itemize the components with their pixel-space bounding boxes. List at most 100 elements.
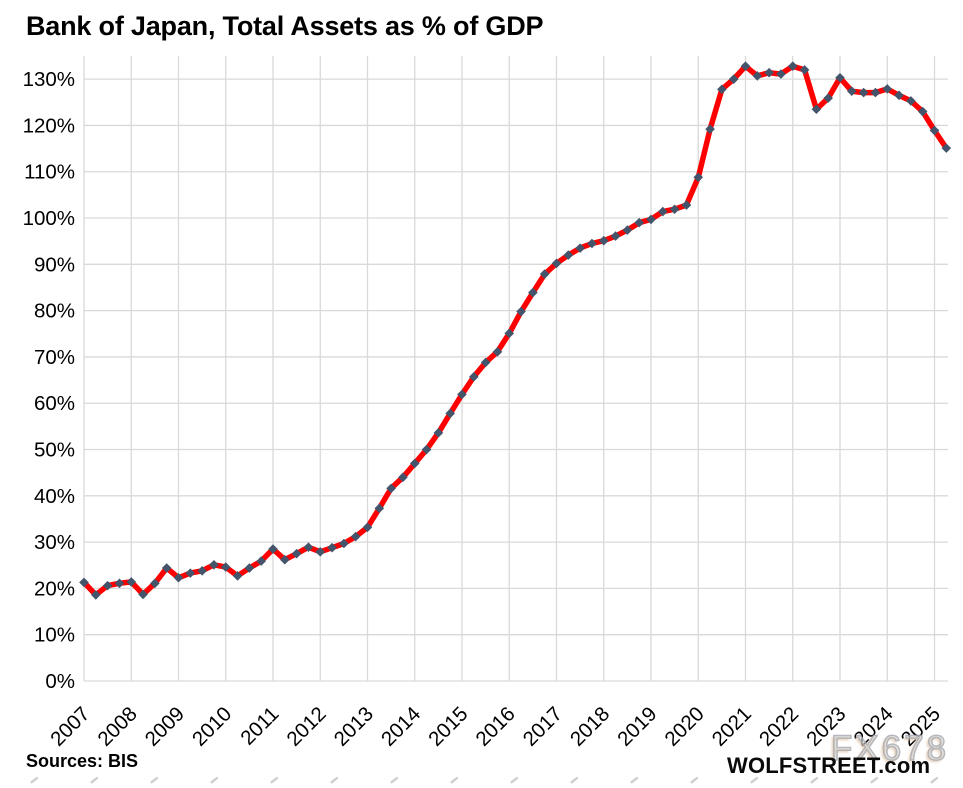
data-point-marker — [740, 61, 751, 71]
data-point-marker — [339, 538, 349, 549]
data-point-marker — [835, 72, 845, 83]
data-point-marker — [705, 124, 715, 134]
x-tick-label: 2021 — [708, 702, 757, 751]
data-point-marker — [150, 578, 160, 589]
data-point-marker — [575, 243, 585, 253]
data-point-marker — [929, 125, 940, 136]
data-point-marker — [244, 563, 255, 573]
data-point-marker — [894, 90, 904, 101]
data-point-marker — [173, 572, 184, 583]
data-point-marker — [693, 172, 704, 183]
data-point-marker — [220, 562, 231, 572]
data-point-marker — [882, 84, 893, 94]
data-point-marker — [197, 566, 207, 576]
data-point-marker — [469, 372, 479, 382]
data-point-marker — [539, 269, 550, 279]
bottom-tick-decor — [390, 776, 399, 784]
x-tick-label: 2015 — [424, 702, 473, 751]
bottom-tick-decor — [210, 776, 219, 784]
bottom-tick-decor — [510, 776, 519, 784]
y-tick-label: 50% — [34, 439, 75, 462]
source-note: Sources: BIS — [26, 751, 139, 771]
x-tick-label: 2014 — [377, 702, 426, 751]
y-tick-label: 20% — [34, 577, 75, 600]
data-point-marker — [598, 235, 609, 246]
y-tick-label: 110% — [24, 161, 75, 184]
bottom-tick-decor — [750, 776, 759, 784]
x-tick-label: 2012 — [282, 702, 331, 751]
data-point-marker — [398, 472, 408, 483]
data-point-marker — [776, 69, 786, 79]
data-point-marker — [870, 87, 881, 98]
bottom-tick-decor — [630, 776, 639, 784]
x-tick-label: 2017 — [519, 702, 568, 751]
data-point-marker — [421, 444, 432, 455]
x-tick-label: 2022 — [755, 702, 804, 751]
y-tick-label: 130% — [23, 68, 75, 91]
data-point-marker — [374, 503, 385, 514]
data-point-marker — [658, 206, 668, 217]
bottom-tick-decor — [450, 776, 459, 784]
data-point-marker — [717, 84, 727, 95]
brand-wolfstreet: WOLFSTREET.com — [727, 753, 931, 778]
data-point-marker — [209, 559, 219, 570]
x-tick-label: 2009 — [141, 702, 190, 751]
data-point-marker — [433, 428, 444, 438]
data-point-marker — [232, 571, 243, 581]
data-point-marker — [787, 61, 798, 71]
data-point-marker — [268, 544, 278, 554]
bottom-tick-decor — [570, 776, 579, 784]
x-tick-label: 2010 — [188, 702, 237, 751]
bottom-tick-decor — [930, 776, 939, 784]
y-tick-label: 60% — [34, 392, 75, 415]
x-tick-label: 2007 — [46, 702, 95, 751]
y-tick-label: 40% — [34, 485, 75, 508]
y-tick-label: 30% — [34, 531, 75, 554]
data-point-marker — [291, 548, 302, 559]
bottom-tick-decor — [90, 776, 99, 784]
data-point-marker — [528, 287, 538, 298]
data-point-marker — [917, 106, 928, 117]
data-point-marker — [634, 217, 644, 228]
x-tick-label: 2011 — [236, 702, 283, 749]
data-point-marker — [823, 93, 833, 103]
data-point-marker — [906, 96, 916, 106]
data-point-marker — [457, 389, 467, 400]
x-tick-label: 2013 — [330, 702, 379, 751]
series-line — [81, 63, 950, 598]
y-tick-label: 90% — [34, 253, 75, 276]
data-point-marker — [161, 563, 172, 573]
data-point-marker — [126, 577, 137, 587]
data-point-marker — [847, 86, 857, 96]
data-point-marker — [114, 578, 125, 589]
data-point-marker — [551, 258, 562, 269]
data-point-marker — [138, 589, 148, 600]
data-point-marker — [728, 74, 739, 84]
data-point-marker — [587, 238, 597, 249]
data-point-marker — [764, 67, 774, 78]
data-point-marker — [256, 556, 266, 566]
data-point-marker — [386, 483, 396, 494]
data-point-marker — [811, 104, 822, 115]
data-point-marker — [280, 554, 290, 565]
data-point-marker — [350, 531, 361, 542]
data-point-marker — [91, 590, 101, 600]
data-point-marker — [492, 347, 503, 357]
data-point-marker — [858, 87, 869, 98]
bottom-tick-decor — [330, 776, 339, 784]
data-point-marker — [610, 231, 621, 241]
data-point-marker — [646, 214, 656, 225]
data-point-marker — [185, 568, 196, 578]
data-point-marker — [941, 143, 952, 153]
x-tick-label: 2016 — [471, 702, 520, 751]
data-point-marker — [799, 65, 810, 75]
data-point-marker — [563, 250, 574, 260]
data-point-marker — [681, 200, 692, 210]
y-tick-label: 0% — [45, 670, 75, 693]
data-point-marker — [315, 547, 326, 557]
bottom-tick-decor — [150, 776, 159, 784]
x-tick-label: 2020 — [660, 702, 709, 751]
data-point-marker — [327, 542, 337, 553]
bottom-tick-decor — [690, 776, 699, 784]
x-tick-label: 2018 — [566, 702, 615, 751]
